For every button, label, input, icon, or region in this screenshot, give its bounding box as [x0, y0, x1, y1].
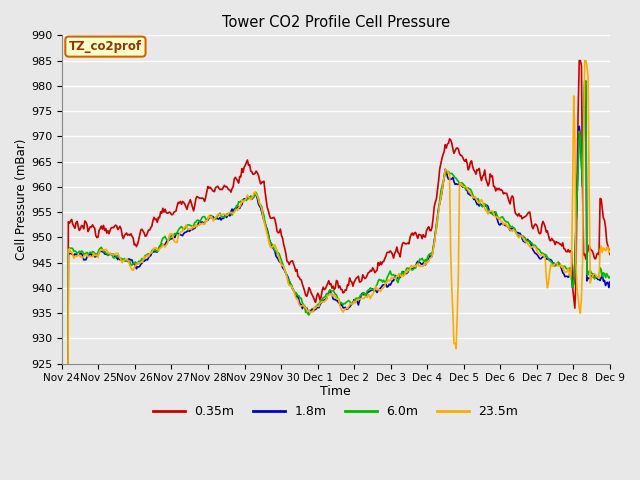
Title: Tower CO2 Profile Cell Pressure: Tower CO2 Profile Cell Pressure — [222, 15, 450, 30]
Y-axis label: Cell Pressure (mBar): Cell Pressure (mBar) — [15, 139, 28, 260]
X-axis label: Time: Time — [321, 385, 351, 398]
Legend: 0.35m, 1.8m, 6.0m, 23.5m: 0.35m, 1.8m, 6.0m, 23.5m — [148, 400, 524, 423]
Text: TZ_co2prof: TZ_co2prof — [69, 40, 142, 53]
